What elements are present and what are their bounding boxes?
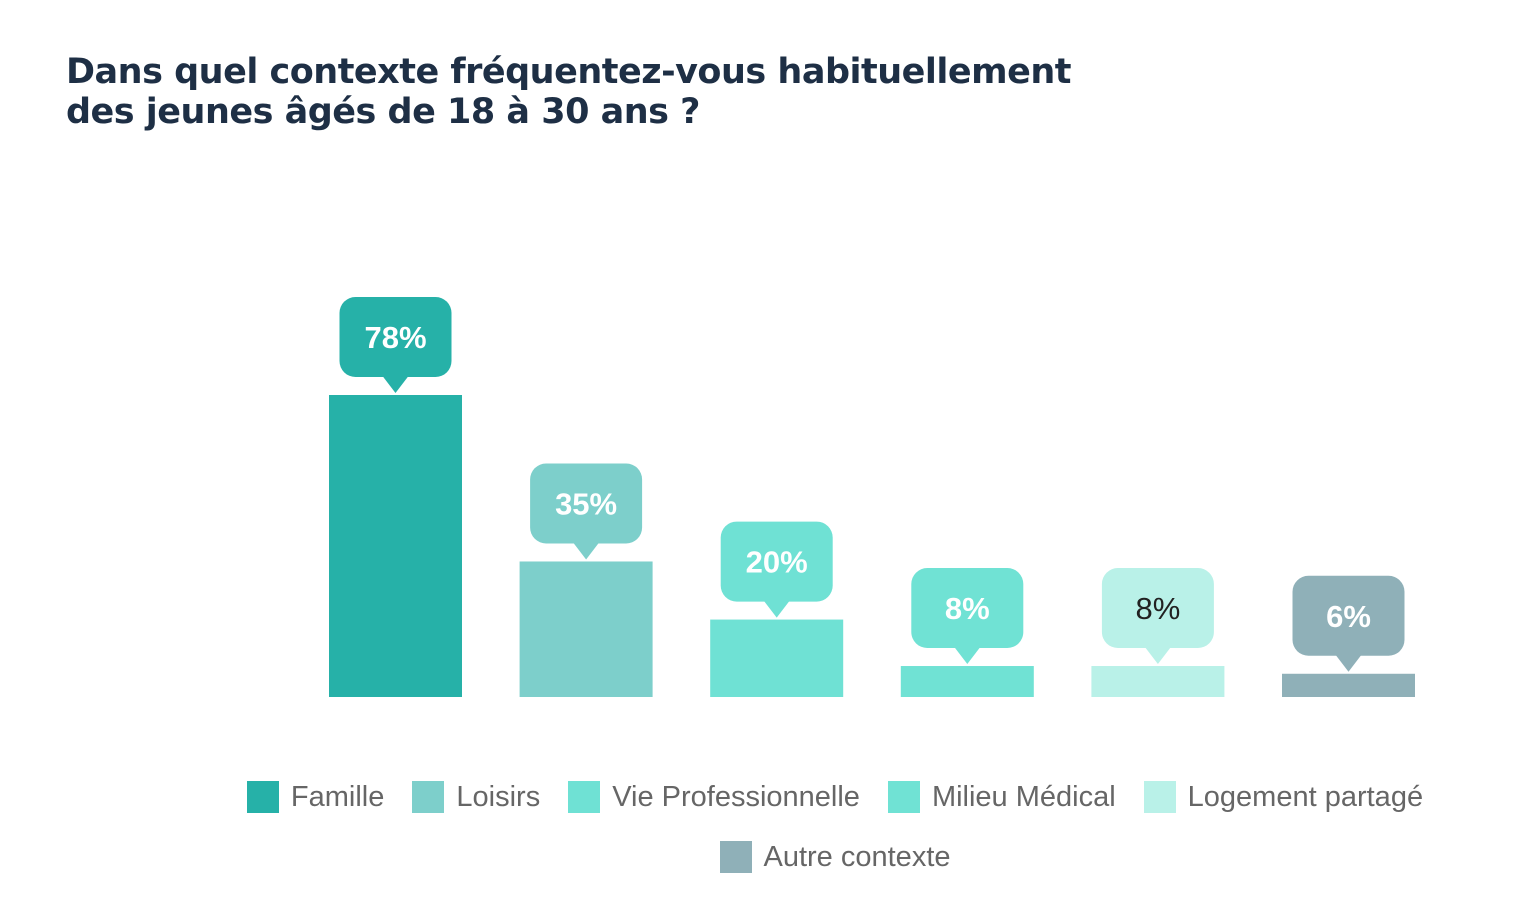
legend-swatch (887, 781, 920, 813)
legend-item-famille[interactable]: Famille (246, 780, 385, 814)
legend-swatch (719, 841, 752, 873)
legend-swatch (1143, 781, 1176, 813)
bar-autre-contexte[interactable] (1282, 673, 1415, 697)
legend-label: Milieu Médical (931, 780, 1116, 813)
data-label-bubble (339, 297, 452, 377)
data-label-bubble (1101, 568, 1214, 649)
data-label-bubble (530, 463, 643, 544)
data-label-bubble (720, 521, 833, 602)
data-label: 6% (1326, 599, 1371, 634)
bar-famille[interactable] (329, 395, 462, 697)
data-label-pointer (573, 542, 600, 560)
legend-item-logement-partage[interactable]: Logement partagé (1143, 780, 1424, 814)
data-label-callout: 6% (1292, 575, 1405, 672)
data-label-bubble (1292, 575, 1405, 656)
data-label-pointer (1335, 654, 1362, 672)
data-label: 8% (945, 591, 990, 626)
bar-chart: 78% 35% 20% 8% 8% 6% (329, 297, 1415, 697)
chart-title: Dans quel contexte fréquentez-vous habit… (66, 52, 1071, 132)
data-label: 8% (1135, 591, 1180, 626)
data-label: 78% (364, 320, 426, 355)
legend-label: Loisirs (456, 780, 541, 813)
legend-swatch (568, 781, 601, 813)
chart-title-line-1: Dans quel contexte fréquentez-vous habit… (66, 52, 1071, 92)
data-label-callout: 8% (911, 568, 1024, 665)
legend-item-autre-contexte[interactable]: Autre contexte (719, 840, 951, 874)
data-label-pointer (763, 600, 790, 618)
data-label-callout: 78% (339, 297, 452, 393)
bar-milieu-m-dical[interactable] (900, 666, 1034, 697)
legend-swatch (412, 781, 445, 813)
data-label-bubble (911, 568, 1024, 649)
data-label-pointer (954, 647, 981, 665)
legend-item-milieu-medical[interactable]: Milieu Médical (887, 780, 1116, 814)
legend-label: Famille (290, 780, 385, 813)
legend-label: Logement partagé (1187, 780, 1424, 813)
bar-logement-partag-[interactable] (1091, 666, 1225, 697)
data-label-pointer (382, 376, 409, 393)
legend-item-vie-professionnelle[interactable]: Vie Professionnelle (568, 780, 860, 814)
data-label-callout: 35% (530, 463, 643, 560)
legend-label: Vie Professionnelle (612, 780, 860, 813)
data-label: 20% (746, 545, 808, 580)
data-label: 35% (555, 486, 617, 521)
data-label-callout: 8% (1101, 568, 1214, 665)
bar-loisirs[interactable] (519, 561, 653, 697)
legend-item-loisirs[interactable]: Loisirs (412, 780, 540, 814)
legend-swatch (246, 781, 279, 813)
data-label-callout: 20% (720, 521, 833, 618)
legend-label: Autre contexte (763, 840, 951, 873)
bar-vie-professionnelle[interactable] (710, 619, 844, 697)
chart-legend: Famille Loisirs Vie Professionnelle Mili… (190, 780, 1480, 874)
data-label-pointer (1144, 647, 1171, 665)
chart-title-line-2: des jeunes âgés de 18 à 30 ans ? (66, 92, 700, 132)
